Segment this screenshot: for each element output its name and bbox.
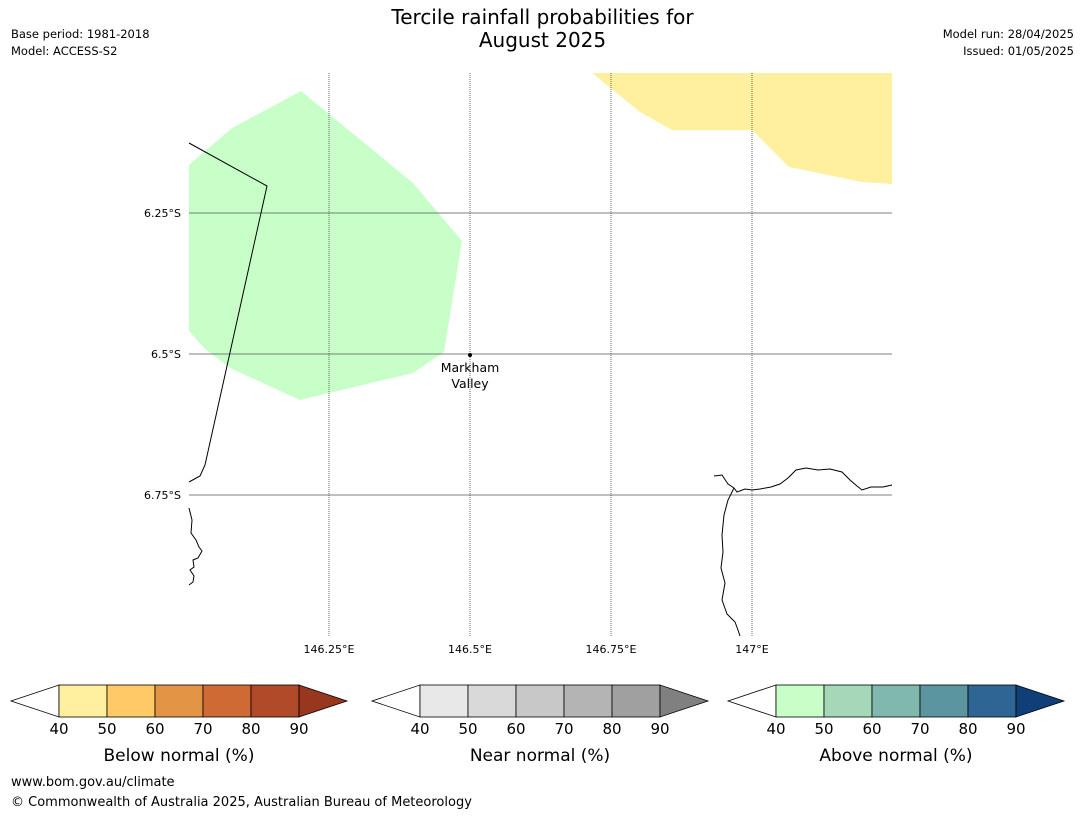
place-label-line2: Valley	[451, 376, 489, 391]
below-normal-tick-label: 80	[241, 720, 260, 738]
above-normal-segment	[919, 684, 969, 718]
place-label-line1: Markham	[441, 360, 500, 375]
near-normal-segment	[563, 684, 613, 718]
above-normal-tick-label: 60	[862, 720, 881, 738]
base-period-text: Base period: 1981-2018	[11, 27, 150, 41]
near-normal-tick-label: 40	[410, 720, 429, 738]
near-normal-max-extend	[659, 684, 710, 718]
below-normal-tick-label: 70	[193, 720, 212, 738]
near-normal-tick-label: 80	[602, 720, 621, 738]
above-normal-min-extend	[726, 684, 777, 718]
legend-area: 40 50 60 70 80 90 Below normal (%) 40 50 60 70 80 90…	[9, 684, 1066, 766]
markham-valley-marker[interactable]	[468, 353, 472, 357]
footer-copyright: © Commonwealth of Australia 2025, Austra…	[11, 795, 472, 810]
latitude-gridlines	[189, 212, 892, 496]
coastline	[188, 142, 893, 637]
above-normal-segment	[823, 684, 873, 718]
above-normal-max-extend	[1015, 684, 1066, 718]
near-normal-segment	[515, 684, 565, 718]
model-text: Model: ACCESS-S2	[11, 44, 118, 58]
near-normal-min-extend	[370, 684, 421, 718]
near-normal-colorbar: 40 50 60 70 80 90 Near normal (%)	[370, 684, 710, 766]
above-normal-tick-label: 40	[766, 720, 785, 738]
lon-label-146-25: 146.25°E	[304, 643, 355, 656]
near-normal-segment	[467, 684, 517, 718]
below-normal-tick-label: 50	[97, 720, 116, 738]
above-normal-segment	[967, 684, 1017, 718]
above-normal-tick-label: 80	[958, 720, 977, 738]
below-normal-segment	[202, 684, 252, 718]
lat-label-6-25: 6.25°S	[144, 207, 181, 220]
below-normal-segment	[250, 684, 300, 718]
below-normal-segment	[106, 684, 156, 718]
below-normal-tick-label: 90	[289, 720, 308, 738]
lat-label-6-75: 6.75°S	[144, 489, 181, 502]
above-normal-label: Above normal (%)	[819, 746, 972, 766]
above-normal-segment	[775, 684, 825, 718]
lon-label-146-5: 146.5°E	[448, 643, 492, 656]
title-line-2: August 2025	[478, 28, 607, 52]
above-normal-area	[189, 91, 462, 400]
near-normal-tick-label: 70	[554, 720, 573, 738]
below-normal-tick-label: 60	[145, 720, 164, 738]
above-normal-segment	[871, 684, 921, 718]
near-normal-label: Near normal (%)	[470, 746, 610, 766]
below-normal-colorbar: 40 50 60 70 80 90 Below normal (%)	[9, 684, 349, 766]
below-normal-segment	[154, 684, 204, 718]
footer-url[interactable]: www.bom.gov.au/climate	[11, 775, 175, 790]
near-normal-segment	[611, 684, 661, 718]
issued-text: Issued: 01/05/2025	[963, 44, 1074, 58]
above-normal-tick-label: 90	[1006, 720, 1025, 738]
near-normal-segment	[419, 684, 469, 718]
below-normal-tick-label: 40	[49, 720, 68, 738]
lon-label-147: 147°E	[735, 643, 768, 656]
below-normal-min-extend	[9, 684, 60, 718]
page-title: Tercile rainfall probabilities for Augus…	[0, 6, 1085, 52]
near-normal-tick-label: 90	[650, 720, 669, 738]
below-normal-area	[592, 73, 892, 184]
lat-label-6-5: 6.5°S	[151, 348, 181, 361]
near-normal-tick-label: 50	[458, 720, 477, 738]
above-normal-tick-label: 70	[910, 720, 929, 738]
above-normal-colorbar: 40 50 60 70 80 90 Above normal (%)	[726, 684, 1066, 766]
model-run-text: Model run: 28/04/2025	[942, 27, 1074, 41]
above-normal-tick-label: 50	[814, 720, 833, 738]
below-normal-segment	[58, 684, 108, 718]
rainfall-map[interactable]: Markham Valley 6.25°S 6.5°S 6.75°S 146.2…	[0, 0, 1085, 670]
below-normal-max-extend	[298, 684, 349, 718]
near-normal-tick-label: 60	[506, 720, 525, 738]
lon-label-146-75: 146.75°E	[586, 643, 637, 656]
title-line-1: Tercile rainfall probabilities for	[391, 5, 694, 29]
below-normal-label: Below normal (%)	[104, 746, 255, 766]
